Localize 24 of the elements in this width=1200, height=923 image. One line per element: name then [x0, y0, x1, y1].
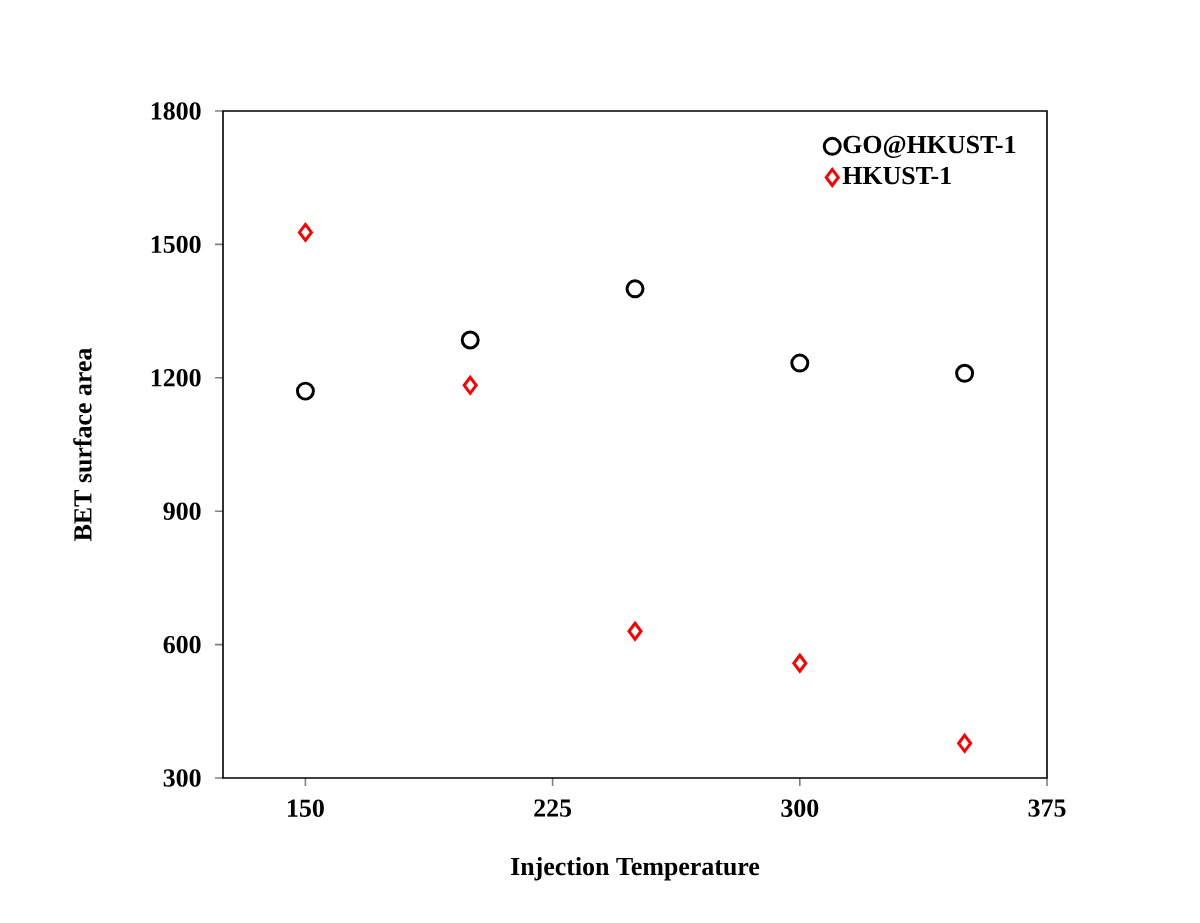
y-tick-label: 600	[163, 635, 201, 654]
x-tick-label: 375	[1028, 799, 1066, 817]
point	[625, 279, 645, 299]
point	[955, 363, 975, 383]
point	[297, 222, 313, 242]
legend-label: GO@HKUST-1	[843, 135, 1016, 158]
point	[792, 653, 808, 673]
point	[790, 353, 810, 373]
y-tick-label: 300	[163, 769, 201, 787]
y-tick-label: 1200	[151, 369, 201, 387]
point	[627, 621, 643, 641]
point	[295, 381, 315, 401]
legend-label: HKUST-1	[842, 166, 951, 185]
point	[462, 375, 478, 395]
y-tick-label: 900	[163, 502, 201, 520]
x-tick-label: 300	[781, 799, 819, 817]
y-tick-label: 1500	[151, 235, 201, 254]
y-axis-title: BET surface area	[73, 347, 92, 541]
x-tick-label: 225	[534, 799, 572, 817]
y-tick-label: 1800	[151, 102, 201, 120]
point	[460, 330, 480, 350]
point	[957, 733, 973, 753]
x-axis-title: Injection Temperature	[511, 856, 760, 881]
x-tick-label: 150	[288, 799, 324, 817]
